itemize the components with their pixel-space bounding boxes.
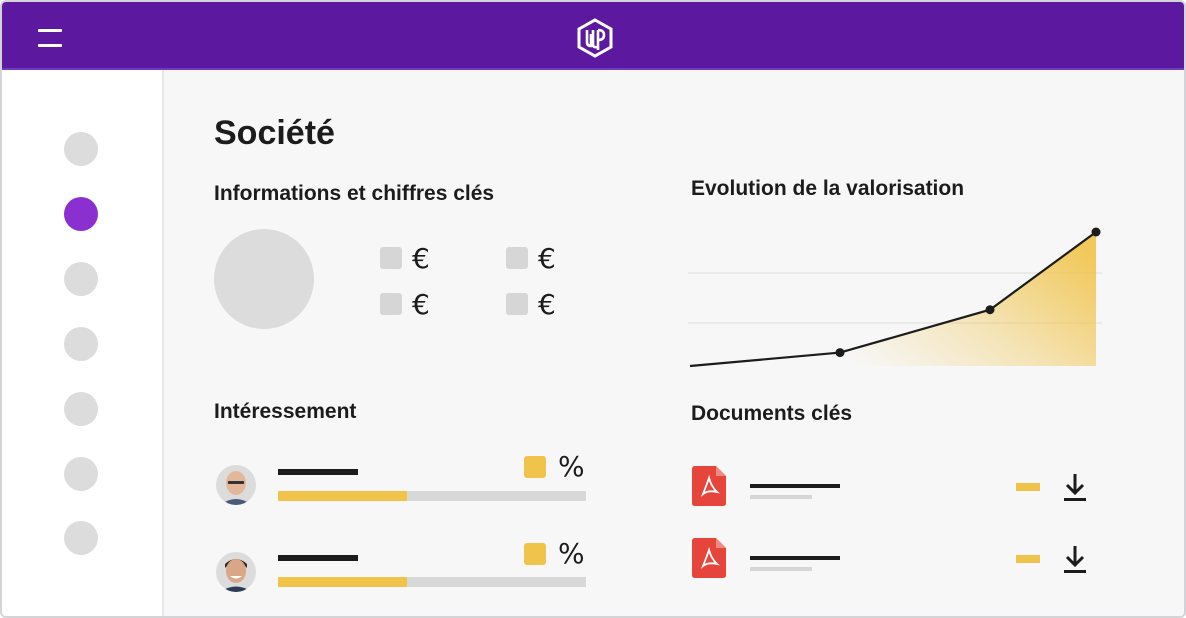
participant-name-placeholder	[278, 469, 358, 475]
document-subtitle-placeholder	[750, 495, 812, 499]
documents-section-title: Documents clés	[691, 402, 853, 425]
interessement-section-title: Intéressement	[214, 400, 357, 423]
kpi-value-placeholder	[380, 293, 402, 315]
percent-symbol: %	[558, 450, 585, 483]
sidebar-nav-item-1[interactable]	[64, 132, 98, 166]
bald-man-avatar	[216, 465, 256, 505]
download-icon[interactable]	[1062, 544, 1088, 576]
document-tag	[1016, 483, 1040, 491]
sidebar	[2, 70, 164, 616]
pdf-icon[interactable]	[692, 466, 726, 506]
company-logo-placeholder	[214, 229, 314, 329]
euro-symbol: €	[412, 287, 430, 321]
valuation-section-title: Evolution de la valorisation	[691, 177, 965, 200]
sidebar-nav-item-3[interactable]	[64, 262, 98, 296]
chart-area-fill	[840, 232, 1096, 366]
kpi-value-placeholder	[506, 293, 528, 315]
participation-progress-bar	[278, 491, 586, 501]
participation-progress-bar	[278, 577, 586, 587]
percent-value-placeholder	[524, 543, 546, 565]
page-title: Société	[214, 114, 335, 152]
valuation-chart	[688, 227, 1102, 368]
document-subtitle-placeholder	[750, 567, 812, 571]
smiling-man-avatar	[216, 552, 256, 592]
info-section-title: Informations et chiffres clés	[214, 182, 495, 205]
document-title-placeholder	[750, 556, 840, 560]
progress-fill	[278, 577, 408, 587]
sidebar-nav-item-6[interactable]	[64, 457, 98, 491]
euro-symbol: €	[538, 241, 556, 275]
download-icon[interactable]	[1062, 472, 1088, 504]
up-logo[interactable]	[575, 18, 615, 58]
progress-fill	[278, 491, 408, 501]
menu-line	[38, 29, 62, 32]
sidebar-nav-item-4[interactable]	[64, 327, 98, 361]
euro-symbol: €	[538, 287, 556, 321]
kpi-item: €	[380, 287, 430, 321]
sidebar-nav-item-5[interactable]	[64, 392, 98, 426]
chart-data-point	[985, 305, 995, 315]
document-tag	[1016, 555, 1040, 563]
menu-line	[38, 44, 62, 47]
kpi-item: €	[380, 241, 430, 275]
kpi-item: €	[506, 241, 556, 275]
main-content: Société Informations et chiffres clés € …	[166, 72, 1184, 616]
percent-value-placeholder	[524, 456, 546, 478]
participant-name-placeholder	[278, 555, 358, 561]
chart-data-point	[1091, 227, 1101, 237]
kpi-value-placeholder	[380, 247, 402, 269]
pdf-icon[interactable]	[692, 538, 726, 578]
chart-data-point	[835, 348, 845, 358]
sidebar-nav-item-2[interactable]	[64, 197, 98, 231]
percent-symbol: %	[558, 537, 585, 570]
sidebar-nav-item-7[interactable]	[64, 521, 98, 555]
top-bar	[2, 2, 1184, 70]
valuation-series-line	[689, 231, 1097, 368]
kpi-item: €	[506, 287, 556, 321]
euro-symbol: €	[412, 241, 430, 275]
document-title-placeholder	[750, 484, 840, 488]
hamburger-menu-icon[interactable]	[34, 24, 66, 52]
kpi-value-placeholder	[506, 247, 528, 269]
